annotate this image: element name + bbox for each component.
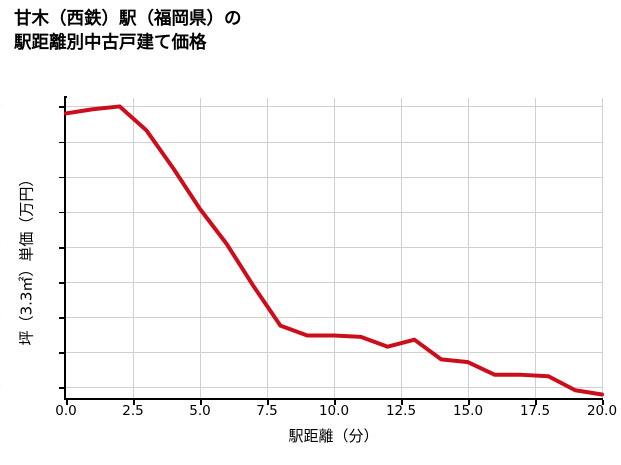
- y-tick-label: 27.00: [0, 309, 1, 325]
- x-tick-mark: [401, 400, 403, 405]
- gridline-vertical: [133, 98, 134, 398]
- y-tick-mark: [59, 352, 64, 354]
- x-tick-label: 5.0: [189, 403, 211, 419]
- y-tick-label: 28.50: [0, 98, 1, 114]
- x-tick-mark: [468, 400, 470, 405]
- x-tick-mark: [267, 400, 269, 405]
- y-tick-label: 26.50: [0, 379, 1, 395]
- x-axis-title: 駅距離（分）: [0, 425, 621, 446]
- plot-area: [64, 98, 604, 398]
- gridline-vertical: [535, 98, 536, 398]
- y-axis-spine: [64, 96, 67, 400]
- y-tick-label: 27.50: [0, 239, 1, 255]
- x-tick-label: 15.0: [452, 403, 484, 419]
- x-tick-label: 7.5: [256, 403, 278, 419]
- data-series-line: [64, 104, 604, 397]
- x-tick-mark: [602, 400, 604, 405]
- y-tick-label: 28.00: [0, 169, 1, 185]
- x-tick-mark: [133, 400, 135, 405]
- gridline-vertical: [334, 98, 335, 398]
- x-tick-label: 2.5: [122, 403, 144, 419]
- x-axis-spine: [64, 397, 603, 400]
- y-tick-mark: [59, 106, 64, 109]
- gridline-vertical: [267, 98, 268, 398]
- x-tick-label: 20.0: [586, 403, 618, 419]
- x-tick-label: 0.0: [55, 403, 77, 419]
- gridline-vertical: [401, 98, 402, 398]
- x-axis-title-text: 駅距離（分）: [288, 427, 379, 445]
- y-tick-mark: [59, 141, 64, 144]
- gridline-vertical: [468, 98, 469, 398]
- x-tick-label: 10.0: [318, 403, 350, 419]
- y-tick-mark: [59, 317, 64, 319]
- x-tick-mark: [200, 400, 202, 405]
- y-tick-mark: [59, 176, 64, 179]
- y-tick-mark: [59, 387, 64, 390]
- y-tick-mark: [59, 282, 64, 284]
- y-axis-title: 坪（3.3㎡）単価（万円）: [17, 171, 36, 346]
- y-tick-label: 27.75: [0, 204, 1, 220]
- page-title: 甘木（西鉄）駅（福岡県）の 駅距離別中古戸建て価格: [14, 9, 242, 53]
- gridline-vertical: [602, 98, 603, 398]
- y-tick-mark: [59, 211, 64, 214]
- x-tick-label: 17.5: [519, 403, 551, 419]
- x-tick-mark: [66, 400, 68, 405]
- x-tick-label: 12.5: [385, 403, 417, 419]
- x-tick-mark: [535, 400, 537, 405]
- y-tick-label: 28.25: [0, 134, 1, 150]
- x-tick-mark: [334, 400, 336, 405]
- y-tick-label: 26.75: [0, 344, 1, 360]
- gridline-vertical: [200, 98, 201, 398]
- y-tick-mark: [59, 246, 64, 249]
- y-tick-label: 27.25: [0, 274, 1, 290]
